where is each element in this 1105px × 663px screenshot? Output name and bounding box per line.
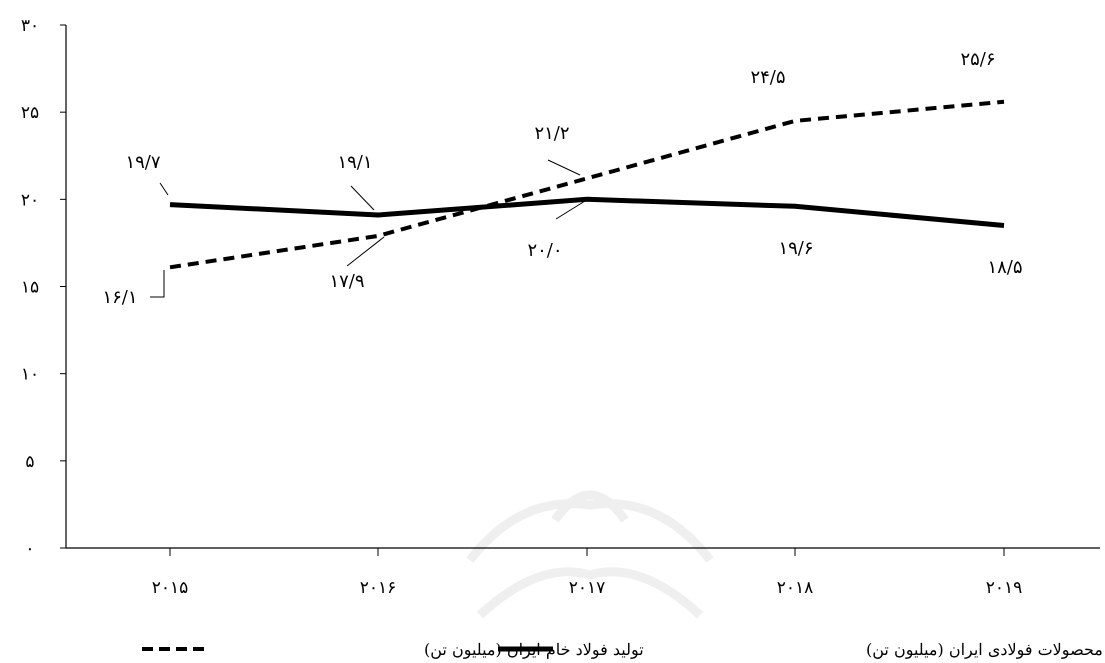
x-tick-label: ۲۰۱۷ [569, 578, 606, 598]
consumption-data-label: ۱۹/۷ [125, 152, 160, 173]
production-line [169, 99, 1005, 270]
production-data-label: ۱۷/۹ [329, 271, 364, 292]
series-lines [169, 99, 1005, 270]
leader-line [150, 270, 165, 298]
leader-line [350, 185, 375, 211]
watermark-emblem [466, 490, 714, 619]
y-tick-label: ۳۰ [21, 16, 39, 36]
legend: مصرف محصولات فولادی ایران (میلیون تن) تول… [142, 640, 1105, 659]
y-tick-label: ۰ [25, 539, 34, 559]
consumption-data-label: ۱۸/۵ [987, 257, 1022, 278]
consumption-line [169, 196, 1005, 228]
legend-label-consumption: مصرف محصولات فولادی ایران (میلیون تن) [866, 640, 1105, 659]
y-tick-label: ۱۵ [21, 278, 39, 298]
production-data-label: ۲۱/۲ [534, 123, 569, 144]
x-tick-label: ۲۰۱۹ [986, 578, 1023, 598]
consumption-data-label: ۲۰/۰ [527, 240, 562, 261]
production-data-label: ۲۵/۶ [960, 49, 995, 70]
y-tick-label: ۵ [25, 452, 34, 472]
leader-line [547, 159, 581, 176]
leader-line [159, 182, 169, 196]
x-tick-label: ۲۰۱۶ [360, 578, 397, 598]
y-tick-label: ۲۵ [21, 103, 39, 123]
x-tick-label: ۲۰۱۵ [152, 578, 189, 598]
production-data-label: ۱۶/۱ [102, 287, 137, 308]
legend-label-production: تولید فولاد خام ایران (میلیون تن) [424, 640, 644, 659]
leader-line [555, 200, 586, 220]
y-axis-ticks: ۰ ۵ ۱۰ ۱۵ ۲۰ ۲۵ ۳۰ [21, 16, 66, 559]
data-label-callouts: ۱۹/۷ ۱۹/۱ ۲۰/۰ ۱۹/۶ ۱۸/۵ ۱۶/۱ ۱۷/۹ ۲۱/۲ ۲۴/۵ ۲۵/۶ [102, 49, 1022, 308]
y-tick-label: ۲۰ [21, 190, 39, 210]
production-data-label: ۲۴/۵ [750, 67, 785, 88]
axes [65, 25, 1100, 549]
x-axis-ticks: ۲۰۱۵ ۲۰۱۶ ۲۰۱۷ ۲۰۱۸ ۲۰۱۹ [152, 548, 1023, 598]
leader-line [346, 236, 385, 267]
y-tick-label: ۱۰ [21, 365, 39, 385]
consumption-data-label: ۱۹/۶ [778, 238, 813, 259]
consumption-data-label: ۱۹/۱ [337, 152, 372, 173]
x-tick-label: ۲۰۱۸ [777, 578, 814, 598]
